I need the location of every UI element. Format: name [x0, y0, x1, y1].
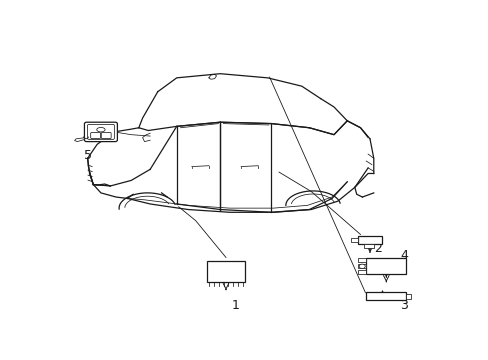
- FancyBboxPatch shape: [363, 244, 373, 248]
- Text: 2: 2: [373, 242, 381, 255]
- Circle shape: [359, 264, 365, 269]
- FancyBboxPatch shape: [366, 292, 406, 300]
- FancyBboxPatch shape: [350, 238, 357, 242]
- FancyBboxPatch shape: [366, 258, 406, 274]
- FancyBboxPatch shape: [87, 125, 114, 139]
- FancyBboxPatch shape: [357, 264, 366, 268]
- FancyBboxPatch shape: [84, 122, 117, 141]
- FancyBboxPatch shape: [357, 270, 366, 274]
- Ellipse shape: [97, 127, 105, 132]
- FancyBboxPatch shape: [101, 132, 111, 139]
- Text: 4: 4: [399, 249, 407, 262]
- Text: 1: 1: [231, 299, 239, 312]
- FancyBboxPatch shape: [206, 261, 244, 282]
- Text: 3: 3: [399, 299, 407, 312]
- FancyBboxPatch shape: [357, 235, 382, 244]
- FancyBboxPatch shape: [357, 257, 366, 261]
- Polygon shape: [75, 138, 84, 141]
- Text: 5: 5: [83, 149, 91, 162]
- FancyBboxPatch shape: [406, 293, 410, 298]
- FancyBboxPatch shape: [90, 132, 101, 139]
